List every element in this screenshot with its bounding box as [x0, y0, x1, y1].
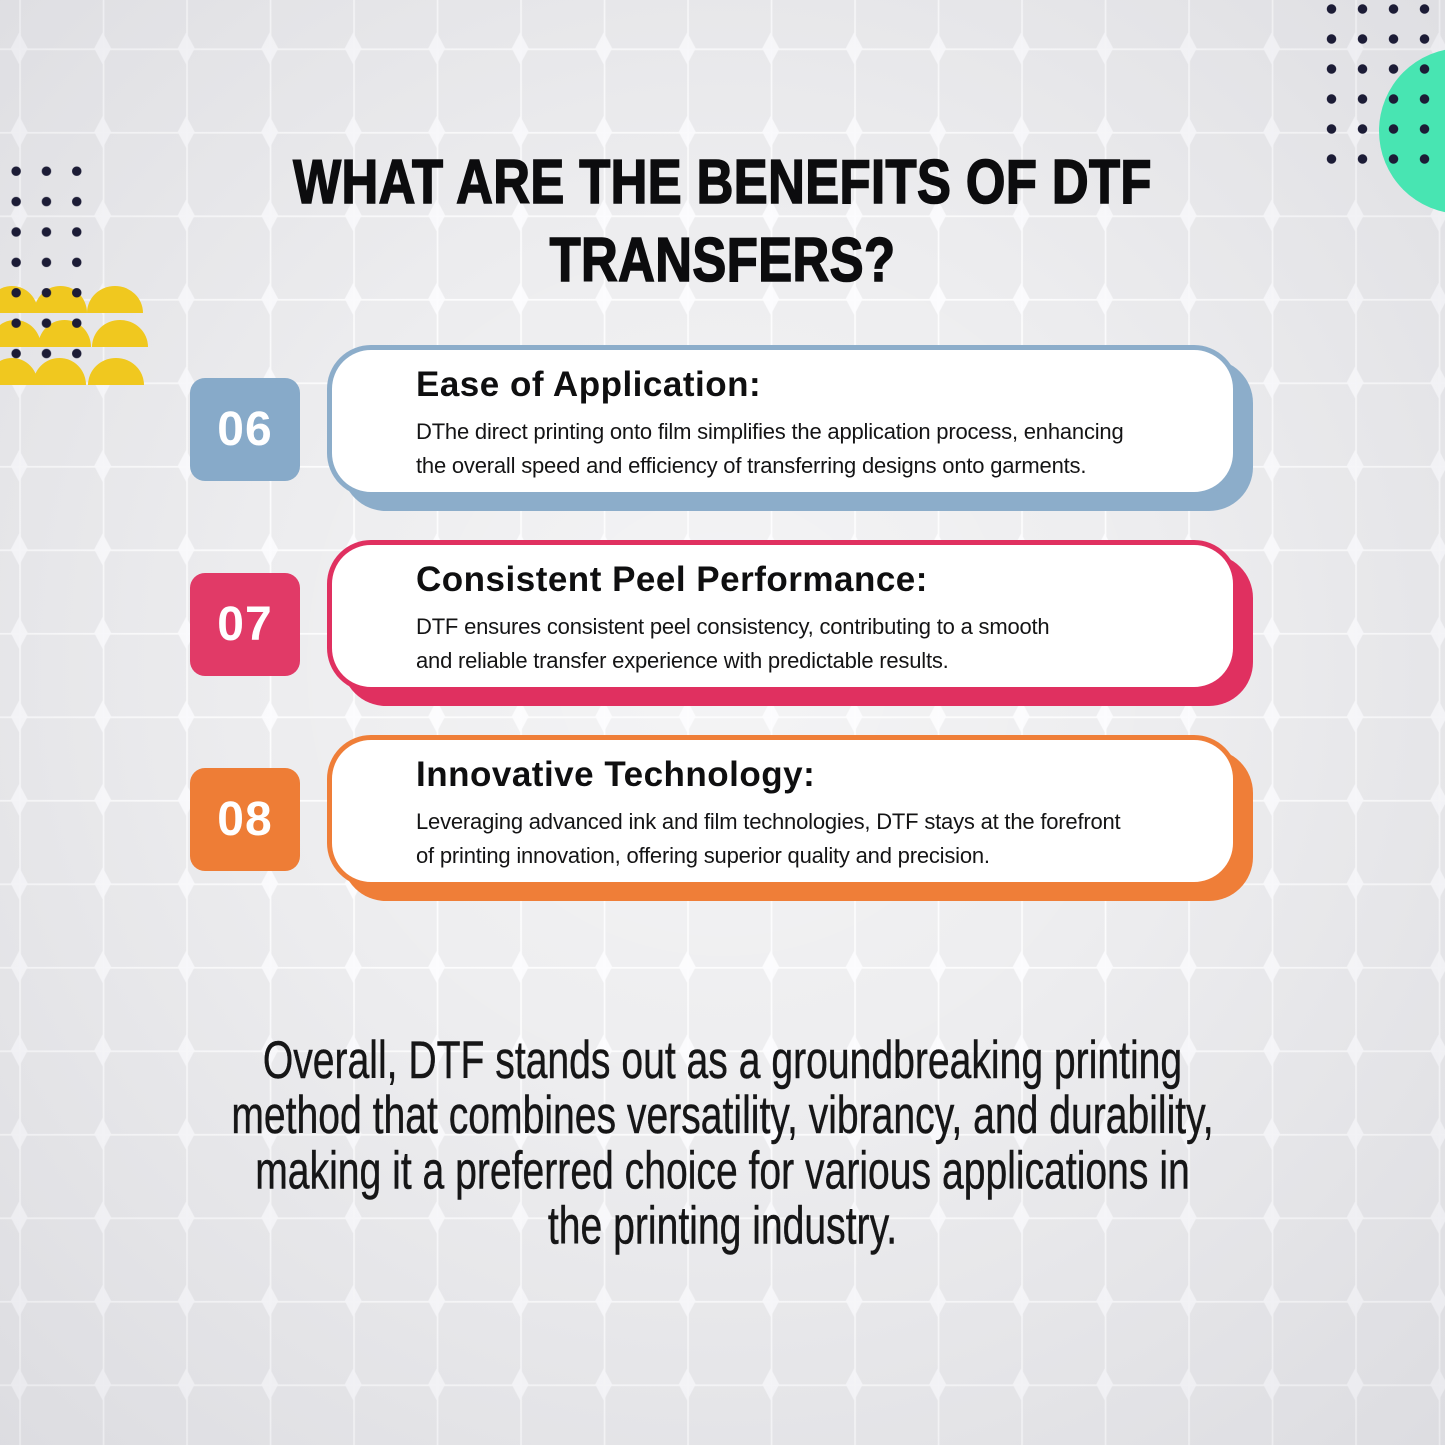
page-title: WHAT ARE THE BENEFITS OF DTF TRANSFERS? [130, 144, 1315, 300]
scallop-semicircle [88, 358, 144, 385]
conclusion-line-4: the printing industry. [547, 1195, 898, 1256]
dot-grid-left [1, 156, 93, 369]
benefit-row-07: 07 Consistent Peel Performance: DTF ensu… [190, 540, 1265, 710]
number-badge-06: 06 [190, 378, 300, 481]
conclusion-line-2: method that combines versatility, vibran… [231, 1084, 1214, 1145]
benefit-description: DThe direct printing onto film simplifie… [416, 415, 1213, 482]
benefit-heading: Consistent Peel Performance: [416, 560, 928, 599]
benefit-description: Leveraging advanced ink and film technol… [416, 805, 1213, 872]
conclusion-paragraph: Overall, DTF stands out as a groundbreak… [108, 1032, 1336, 1253]
benefit-heading: Innovative Technology: [416, 755, 816, 794]
benefit-row-08: 08 Innovative Technology: Leveraging adv… [190, 735, 1265, 905]
conclusion-line-3: making it a preferred choice for various… [255, 1140, 1190, 1200]
benefit-row-06: 06 Ease of Application: DThe direct prin… [190, 345, 1265, 515]
number-badge-08: 08 [190, 768, 300, 871]
benefit-description-line-1: DTF ensures consistent peel consistency,… [416, 614, 1050, 639]
benefit-description-line-2: and reliable transfer experience with pr… [416, 647, 949, 673]
benefit-description-line-2: of printing innovation, offering superio… [416, 842, 990, 868]
benefit-card-06: Ease of Application: DThe direct printin… [327, 345, 1238, 497]
benefit-card-08: Innovative Technology: Leveraging advanc… [327, 735, 1238, 887]
benefit-description-line-1: Leveraging advanced ink and film technol… [416, 809, 1121, 834]
number-badge-07: 07 [190, 573, 300, 676]
dot-grid-top-right [1316, 0, 1440, 175]
conclusion-line-1: Overall, DTF stands out as a groundbreak… [262, 1029, 1183, 1090]
scallop-semicircle [92, 320, 148, 347]
page-title-line-2: TRANSFERS? [549, 225, 896, 296]
benefit-description: DTF ensures consistent peel consistency,… [416, 610, 1213, 677]
benefit-description-line-2: the overall speed and efficiency of tran… [416, 452, 1087, 478]
benefit-heading: Ease of Application: [416, 365, 762, 404]
benefit-card-07: Consistent Peel Performance: DTF ensures… [327, 540, 1238, 692]
page-title-line-1: WHAT ARE THE BENEFITS OF DTF [292, 147, 1152, 218]
benefit-description-line-1: DThe direct printing onto film simplifie… [416, 419, 1124, 444]
